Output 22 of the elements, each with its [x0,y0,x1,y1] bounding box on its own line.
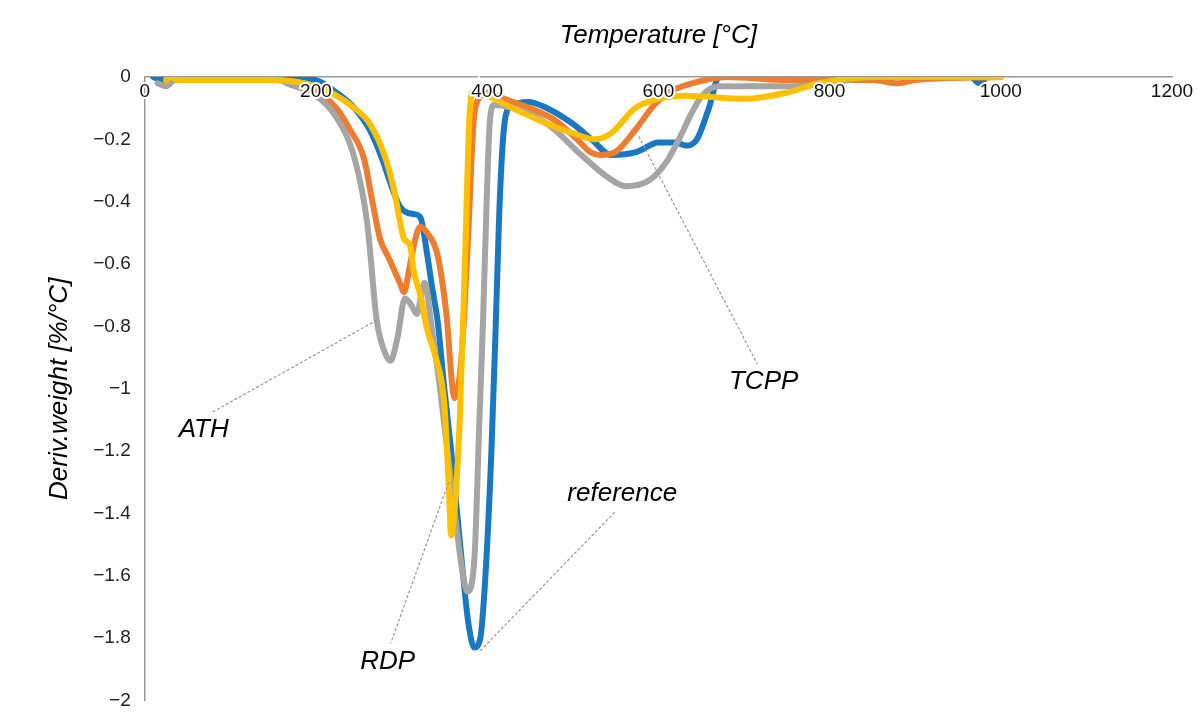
x-axis-title: Temperature [°C] [559,19,758,50]
y-tick-label: −2 [109,688,131,710]
y-tick-label: −1.8 [93,626,131,648]
y-tick-label: −0.2 [93,127,131,149]
annotation: ATH [176,413,229,444]
y-tick-label: −0.6 [93,252,131,274]
annotation: TCPP [728,365,799,396]
annotation: reference [567,476,678,507]
x-tick-label: 1000 [979,79,1022,101]
y-axis-title: Deriv.weight [%/°C] [42,276,73,500]
x-tick-label: 200 [300,79,332,101]
y-tick-label: −1.4 [93,501,132,523]
y-tick-label: −0.4 [93,189,132,211]
y-tick-label: −0.8 [93,314,131,336]
y-tick-label: −1 [109,377,131,399]
x-tick-label: 1200 [1150,79,1194,101]
x-tick-label: 0 [139,79,150,101]
y-tick-label: 0 [120,65,131,87]
y-tick-label: −1.6 [93,564,131,586]
annotation: RDP [360,644,416,675]
y-tick-label: −1.2 [93,439,131,461]
x-tick-label: 800 [813,79,846,101]
